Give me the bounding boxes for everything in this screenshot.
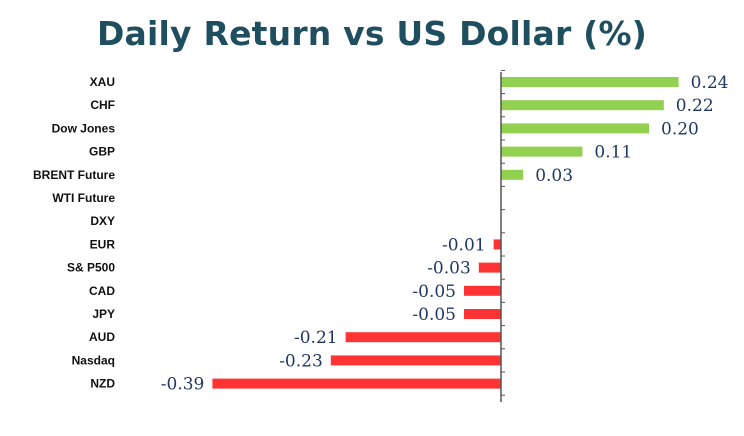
bar-jpy [464, 309, 501, 319]
value-label-eur: -0.01 [442, 235, 486, 255]
bar-xau [501, 77, 679, 87]
value-label-cad: -0.05 [412, 282, 456, 302]
value-labels: 0.24 0.22 0.20 0.11 0.03 -0.01 -0.03 -0.05 -0.05… [161, 73, 729, 395]
bar-gbp [501, 146, 583, 157]
chart-title: Daily Return vs US Dollar (%) [96, 14, 648, 53]
category-label-s-p500: S& P500 [67, 261, 115, 275]
bar-brent-future [501, 169, 524, 180]
bar-s-p500 [478, 262, 501, 273]
category-label-brent-future: BRENT Future [33, 168, 115, 182]
value-label-brent-future: 0.03 [535, 166, 573, 186]
category-label-xau: XAU [90, 75, 115, 89]
bar-eur [493, 239, 501, 250]
category-labels: XAU CHF Dow Jones GBP BRENT Future WTI Future… [33, 75, 115, 391]
value-label-chf: 0.22 [676, 96, 714, 116]
category-label-chf: CHF [90, 98, 115, 112]
value-label-xau: 0.24 [691, 73, 729, 93]
category-label-aud: AUD [89, 330, 115, 344]
bar-nasdaq [330, 355, 501, 366]
value-label-jpy: -0.05 [412, 305, 456, 325]
category-label-nasdaq: Nasdaq [72, 353, 115, 367]
bar-cad [464, 285, 501, 296]
category-label-jpy: JPY [92, 307, 115, 321]
category-label-eur: EUR [90, 237, 116, 251]
value-label-nasdaq: -0.23 [279, 351, 323, 371]
category-label-nzd: NZD [90, 377, 115, 391]
category-label-wti-future: WTI Future [52, 191, 115, 205]
bars-group [212, 77, 679, 389]
value-label-aud: -0.21 [294, 328, 338, 348]
category-label-dow-jones: Dow Jones [52, 121, 116, 135]
value-label-s-p500: -0.03 [427, 259, 471, 279]
bar-chf [501, 100, 664, 111]
category-label-gbp: GBP [89, 145, 115, 159]
value-label-gbp: 0.11 [594, 143, 632, 163]
value-label-dow-jones: 0.20 [661, 119, 699, 139]
bar-nzd [212, 378, 501, 389]
zero-axis [500, 69, 505, 402]
category-label-dxy: DXY [90, 214, 115, 228]
category-label-cad: CAD [89, 284, 115, 298]
value-label-nzd: -0.39 [161, 375, 205, 395]
bar-aud [345, 332, 501, 343]
bar-dow-jones [501, 123, 649, 134]
